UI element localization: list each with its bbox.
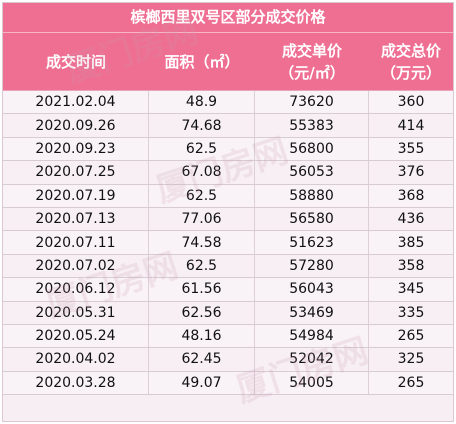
cell-area: 74.58 xyxy=(149,231,255,254)
table-title: 槟榔西里双号区部分成交价格 xyxy=(3,3,453,33)
table-row: 2020.09.26 74.68 55383 414 xyxy=(3,114,453,138)
cell-total-price: 335 xyxy=(397,304,425,321)
cell-total-price: 355 xyxy=(397,140,425,157)
cell-area: 62.5 xyxy=(149,184,255,207)
cell-date: 2020.07.13 xyxy=(3,207,149,231)
header-unit-price: 成交单价 （元/㎡） xyxy=(279,41,345,82)
table-row: 2020.03.28 49.07 54005 265 xyxy=(3,371,453,396)
table-row: 2020.07.02 62.5 57280 358 xyxy=(3,254,453,279)
cell-date: 2020.07.25 xyxy=(3,161,149,184)
cell-area: 48.9 xyxy=(149,91,255,114)
cell-unit-price: 55383 xyxy=(255,114,369,137)
header-area: 面积（㎡） xyxy=(164,52,240,71)
cell-unit-price: 53469 xyxy=(255,301,369,324)
table-row: 2020.04.02 62.45 52042 325 xyxy=(3,348,453,372)
cell-unit-price: 56053 xyxy=(255,161,369,184)
cell-unit-price: 52042 xyxy=(255,348,369,371)
header-date: 成交时间 xyxy=(45,52,106,71)
cell-date: 2020.07.19 xyxy=(3,184,149,207)
table-row: 2020.07.13 77.06 56580 436 xyxy=(3,207,453,232)
cell-total-price: 436 xyxy=(397,211,425,228)
cell-area: 62.5 xyxy=(149,254,255,278)
table-body: 2021.02.04 48.9 73620 360 2020.09.26 74.68 553… xyxy=(3,91,453,396)
cell-date: 2020.09.23 xyxy=(3,137,149,161)
table-row: 2020.05.31 62.56 53469 335 xyxy=(3,301,453,325)
header-total-price: 成交总价 （万元） xyxy=(380,41,441,82)
cell-date: 2020.05.24 xyxy=(3,324,149,348)
table-row: 2020.07.25 67.08 56053 376 xyxy=(3,161,453,185)
cell-total-price: 368 xyxy=(397,187,425,204)
cell-total-price: 358 xyxy=(397,257,425,274)
cell-unit-price: 54005 xyxy=(255,371,369,395)
cell-unit-price: 56800 xyxy=(255,137,369,161)
table-header: 成交时间 面积（㎡） 成交单价 （元/㎡） 成交总价 （万元） xyxy=(3,33,453,91)
cell-date: 2020.07.02 xyxy=(3,254,149,278)
cell-unit-price: 73620 xyxy=(255,91,369,114)
cell-date: 2021.02.04 xyxy=(3,91,149,114)
cell-unit-price: 56043 xyxy=(255,278,369,301)
cell-area: 48.16 xyxy=(149,324,255,348)
cell-area: 49.07 xyxy=(149,371,255,395)
cell-date: 2020.04.02 xyxy=(3,348,149,371)
cell-unit-price: 54984 xyxy=(255,324,369,348)
cell-total-price: 385 xyxy=(397,234,425,251)
cell-date: 2020.09.26 xyxy=(3,114,149,137)
cell-total-price: 414 xyxy=(397,117,425,134)
cell-date: 2020.05.31 xyxy=(3,301,149,324)
table-row: 2020.05.24 48.16 54984 265 xyxy=(3,324,453,349)
cell-total-price: 376 xyxy=(397,164,425,181)
cell-area: 74.68 xyxy=(149,114,255,137)
table-row: 2020.07.19 62.5 58880 368 xyxy=(3,184,453,208)
table-row: 2021.02.04 48.9 73620 360 xyxy=(3,91,453,115)
cell-date: 2020.07.11 xyxy=(3,231,149,254)
cell-unit-price: 51623 xyxy=(255,231,369,254)
cell-total-price: 265 xyxy=(397,328,425,345)
cell-area: 62.5 xyxy=(149,137,255,161)
table-row: 2020.07.11 74.58 51623 385 xyxy=(3,231,453,255)
cell-unit-price: 57280 xyxy=(255,254,369,278)
table-row: 2020.09.23 62.5 56800 355 xyxy=(3,137,453,162)
cell-date: 2020.06.12 xyxy=(3,278,149,301)
cell-area: 61.56 xyxy=(149,278,255,301)
cell-area: 67.08 xyxy=(149,161,255,184)
cell-total-price: 265 xyxy=(397,374,425,391)
cell-total-price: 345 xyxy=(397,281,425,298)
cell-area: 77.06 xyxy=(149,207,255,231)
cell-total-price: 360 xyxy=(397,94,425,111)
cell-date: 2020.03.28 xyxy=(3,371,149,395)
cell-unit-price: 58880 xyxy=(255,184,369,207)
table-row: 2020.06.12 61.56 56043 345 xyxy=(3,278,453,302)
cell-area: 62.45 xyxy=(149,348,255,371)
cell-total-price: 325 xyxy=(397,351,425,368)
cell-area: 62.56 xyxy=(149,301,255,324)
cell-unit-price: 56580 xyxy=(255,207,369,231)
